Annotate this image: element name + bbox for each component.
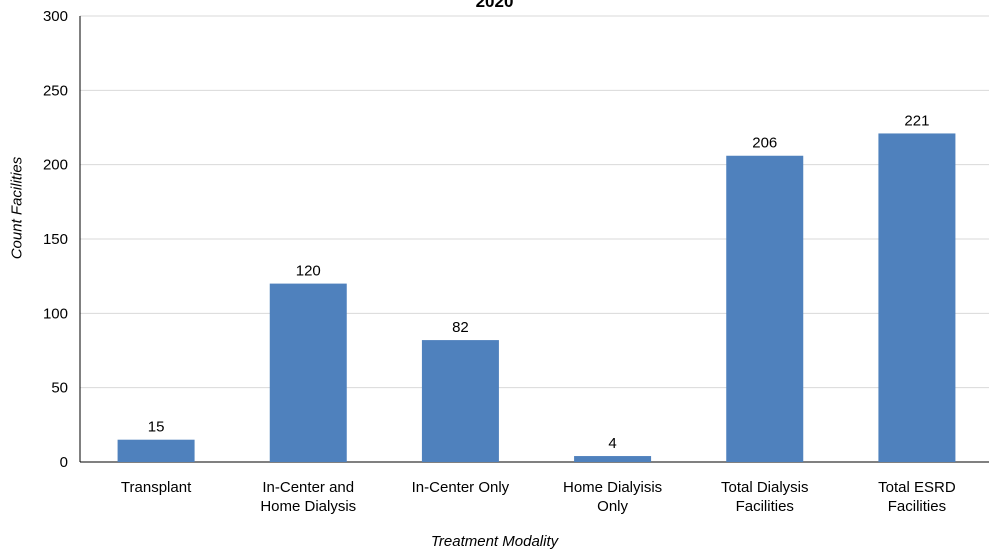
x-axis-label: Treatment Modality [430, 533, 559, 550]
bar [421, 340, 499, 462]
bar [269, 283, 347, 462]
x-tick-label: In-Center and Home Dialysis [260, 479, 356, 515]
y-tick-label: 100 [43, 305, 68, 322]
y-tick-label: 250 [43, 82, 68, 99]
y-tick-label: 50 [51, 380, 68, 397]
y-tick-label: 150 [43, 231, 68, 248]
y-tick-label: 200 [43, 157, 68, 174]
data-label: 82 [452, 319, 469, 336]
x-tick-label: In-Center Only [412, 479, 510, 496]
data-label: 4 [608, 435, 616, 452]
data-label: 221 [904, 112, 929, 129]
bar [726, 155, 804, 462]
chart-title: 2020 [475, 0, 514, 11]
data-label: 120 [296, 263, 321, 280]
bar [117, 439, 195, 462]
bar [878, 133, 956, 463]
bar [574, 456, 652, 462]
x-tick-label: Home Dialyisis Only [563, 479, 662, 515]
x-tick-label: Total Dialysis Facilities [721, 479, 809, 515]
y-axis-label: Count Facilities [8, 156, 26, 260]
data-label: 206 [752, 135, 777, 152]
x-tick-label: Transplant [121, 479, 192, 496]
y-tick-label: 300 [43, 8, 68, 25]
x-tick-label: Total ESRD Facilities [878, 479, 956, 515]
y-tick-label: 0 [60, 454, 68, 471]
data-label: 15 [148, 419, 165, 436]
